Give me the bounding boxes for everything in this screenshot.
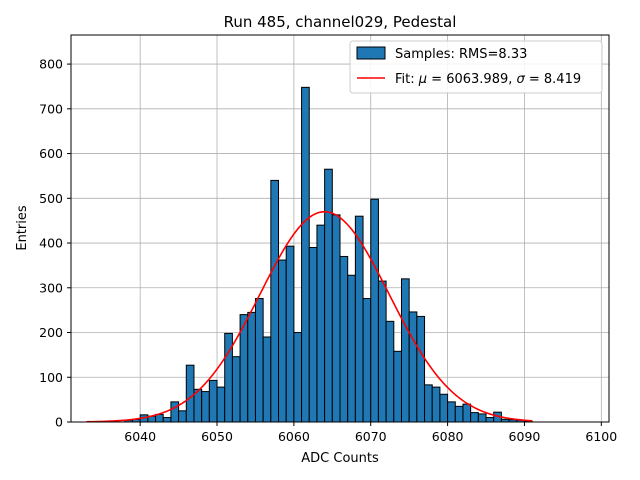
x-tick-label: 6070	[355, 429, 387, 444]
histogram-bar	[262, 336, 272, 423]
histogram-bar	[254, 298, 264, 423]
histogram-bar	[362, 298, 372, 423]
gaussian-fit-curve	[86, 210, 533, 423]
histogram-bar	[270, 179, 280, 423]
histogram-bar	[231, 356, 241, 423]
y-tick-label: 500	[39, 191, 63, 206]
histogram-bar	[370, 198, 379, 423]
histogram-bar	[247, 311, 256, 423]
y-tick-label: 0	[55, 415, 63, 430]
histogram-bar	[424, 384, 433, 423]
x-tick-label: 6050	[201, 429, 233, 444]
histogram-bar	[385, 320, 395, 423]
y-tick-label: 300	[39, 280, 63, 295]
x-tick-label: 6100	[585, 429, 617, 444]
histogram-bar	[454, 405, 464, 423]
chart-title: Run 485, channel029, Pedestal	[224, 13, 457, 31]
histogram-bar	[393, 350, 402, 423]
legend: Samples: RMS=8.33 Fit: μ = 6063.989, σ =…	[349, 40, 603, 94]
histogram-bar	[308, 247, 318, 423]
histogram-bar	[408, 311, 418, 423]
y-tick-label: 100	[39, 370, 63, 385]
histogram-bar	[285, 245, 295, 423]
x-axis-label: ADC Counts	[301, 451, 379, 466]
x-tick-label: 6060	[278, 429, 310, 444]
histogram-bar	[485, 417, 495, 423]
x-tick-label: 6080	[432, 429, 464, 444]
histogram-bar	[301, 86, 310, 423]
histogram-bar	[339, 255, 349, 423]
y-tick-label: 400	[39, 236, 63, 251]
histogram-bar	[477, 413, 487, 423]
histogram-bar	[178, 410, 187, 423]
y-tick-label: 700	[39, 101, 63, 116]
y-tick-label: 600	[39, 146, 63, 161]
histogram-bar	[216, 386, 226, 423]
fit-curve-group	[86, 210, 533, 423]
legend-label-samples: Samples: RMS=8.33	[395, 47, 527, 62]
legend-frame	[349, 40, 603, 94]
histogram-bar	[416, 315, 426, 423]
x-tick-label: 6040	[124, 429, 156, 444]
histogram-bar	[170, 401, 180, 423]
histogram-bar	[377, 280, 387, 423]
histogram-bar	[324, 168, 333, 423]
histogram-bar	[447, 401, 456, 423]
histogram-bar	[331, 214, 341, 423]
histogram-bar	[400, 278, 410, 423]
histogram-bar	[431, 386, 441, 423]
histogram-bar	[208, 379, 218, 423]
legend-label-fit: Fit: μ = 6063.989, σ = 8.419	[395, 72, 581, 87]
histogram-bar	[293, 332, 303, 423]
histogram-bar	[162, 417, 172, 423]
histogram-bar	[316, 224, 326, 423]
plot-area-frame	[70, 34, 610, 423]
y-tick-label: 800	[39, 57, 63, 72]
histogram-bar	[201, 391, 210, 423]
y-axis-label: Entries	[15, 205, 30, 251]
y-axis-ticks: 0 100 200 300 400 500 600 700 800	[39, 57, 71, 430]
histogram-bar	[462, 403, 472, 423]
histogram-bar	[439, 393, 449, 423]
histogram-bar	[354, 215, 364, 423]
histogram-bar	[185, 364, 195, 423]
histogram-bar	[347, 274, 356, 423]
x-axis-ticks: 6040 6050 6060 6070 6080 6090 6100	[124, 422, 617, 444]
histogram-bar	[278, 259, 287, 423]
y-tick-label: 200	[39, 325, 63, 340]
histogram-bar	[470, 412, 479, 423]
legend-swatch-samples	[356, 46, 386, 60]
histogram-bars	[124, 86, 533, 423]
x-tick-label: 6090	[509, 429, 541, 444]
